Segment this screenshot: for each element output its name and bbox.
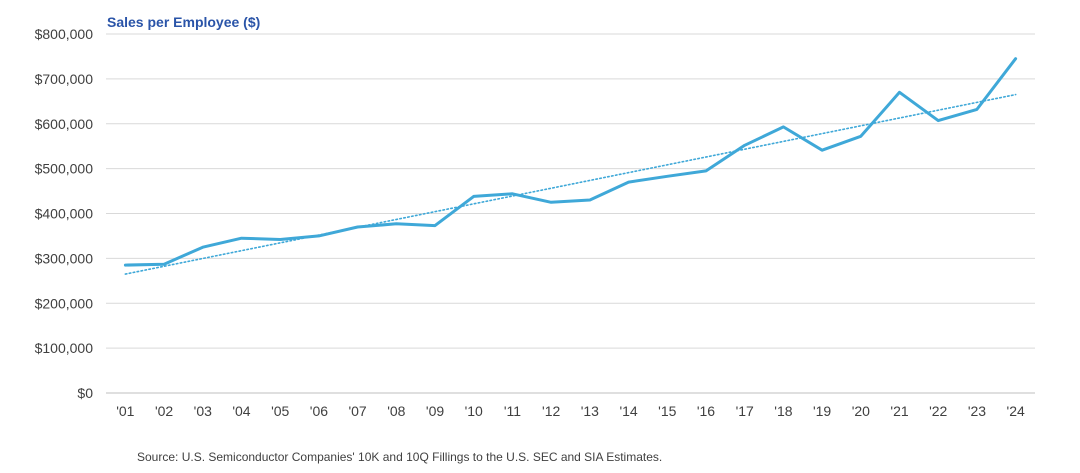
y-tick-label: $300,000: [35, 250, 94, 266]
x-tick-label: '11: [504, 403, 521, 419]
y-tick-label: $100,000: [35, 340, 94, 356]
y-tick-label: $0: [77, 385, 93, 401]
x-tick-label: '12: [542, 403, 560, 419]
x-tick-label: '13: [581, 403, 599, 419]
x-tick-label: '16: [697, 403, 715, 419]
y-tick-label: $400,000: [35, 206, 94, 222]
y-tick-label: $200,000: [35, 295, 94, 311]
y-tick-label: $700,000: [35, 71, 94, 87]
y-tick-label: $600,000: [35, 116, 94, 132]
x-tick-label: '10: [465, 403, 483, 419]
y-axis-labels: $0 $100,000 $200,000 $300,000 $400,000 $500,0…: [35, 26, 94, 401]
x-tick-label: '17: [736, 403, 754, 419]
x-tick-label: '19: [813, 403, 831, 419]
y-tick-label: $500,000: [35, 161, 94, 177]
source-note: Source: U.S. Semiconductor Companies' 10…: [137, 450, 662, 464]
x-tick-label: '06: [310, 403, 328, 419]
trendline: [124, 93, 1017, 275]
x-tick-label: '05: [271, 403, 289, 419]
x-tick-label: '18: [774, 403, 792, 419]
series-line: [123, 57, 1018, 267]
x-tick-label: '24: [1007, 403, 1025, 419]
x-tick-label: '20: [852, 403, 870, 419]
x-tick-label: '23: [968, 403, 986, 419]
x-tick-label: '02: [155, 403, 173, 419]
x-tick-label: '09: [426, 403, 444, 419]
x-tick-label: '22: [929, 403, 947, 419]
x-tick-label: '21: [890, 403, 908, 419]
trendline-layer: [124, 93, 1017, 275]
chart-title: Sales per Employee ($): [107, 14, 260, 30]
x-tick-label: '14: [619, 403, 637, 419]
series-layer: [123, 57, 1018, 267]
gridlines: [106, 33, 1035, 394]
x-tick-label: '07: [348, 403, 366, 419]
x-tick-label: '01: [116, 403, 134, 419]
x-tick-label: '15: [658, 403, 676, 419]
x-tick-label: '04: [232, 403, 250, 419]
x-tick-label: '03: [194, 403, 212, 419]
x-tick-label: '08: [387, 403, 405, 419]
y-tick-label: $800,000: [35, 26, 94, 42]
x-axis-labels: '01 '02 '03 '04 '05 '06 '07 '08 '09 '10 '11 '12 '13 '…: [116, 403, 1025, 419]
